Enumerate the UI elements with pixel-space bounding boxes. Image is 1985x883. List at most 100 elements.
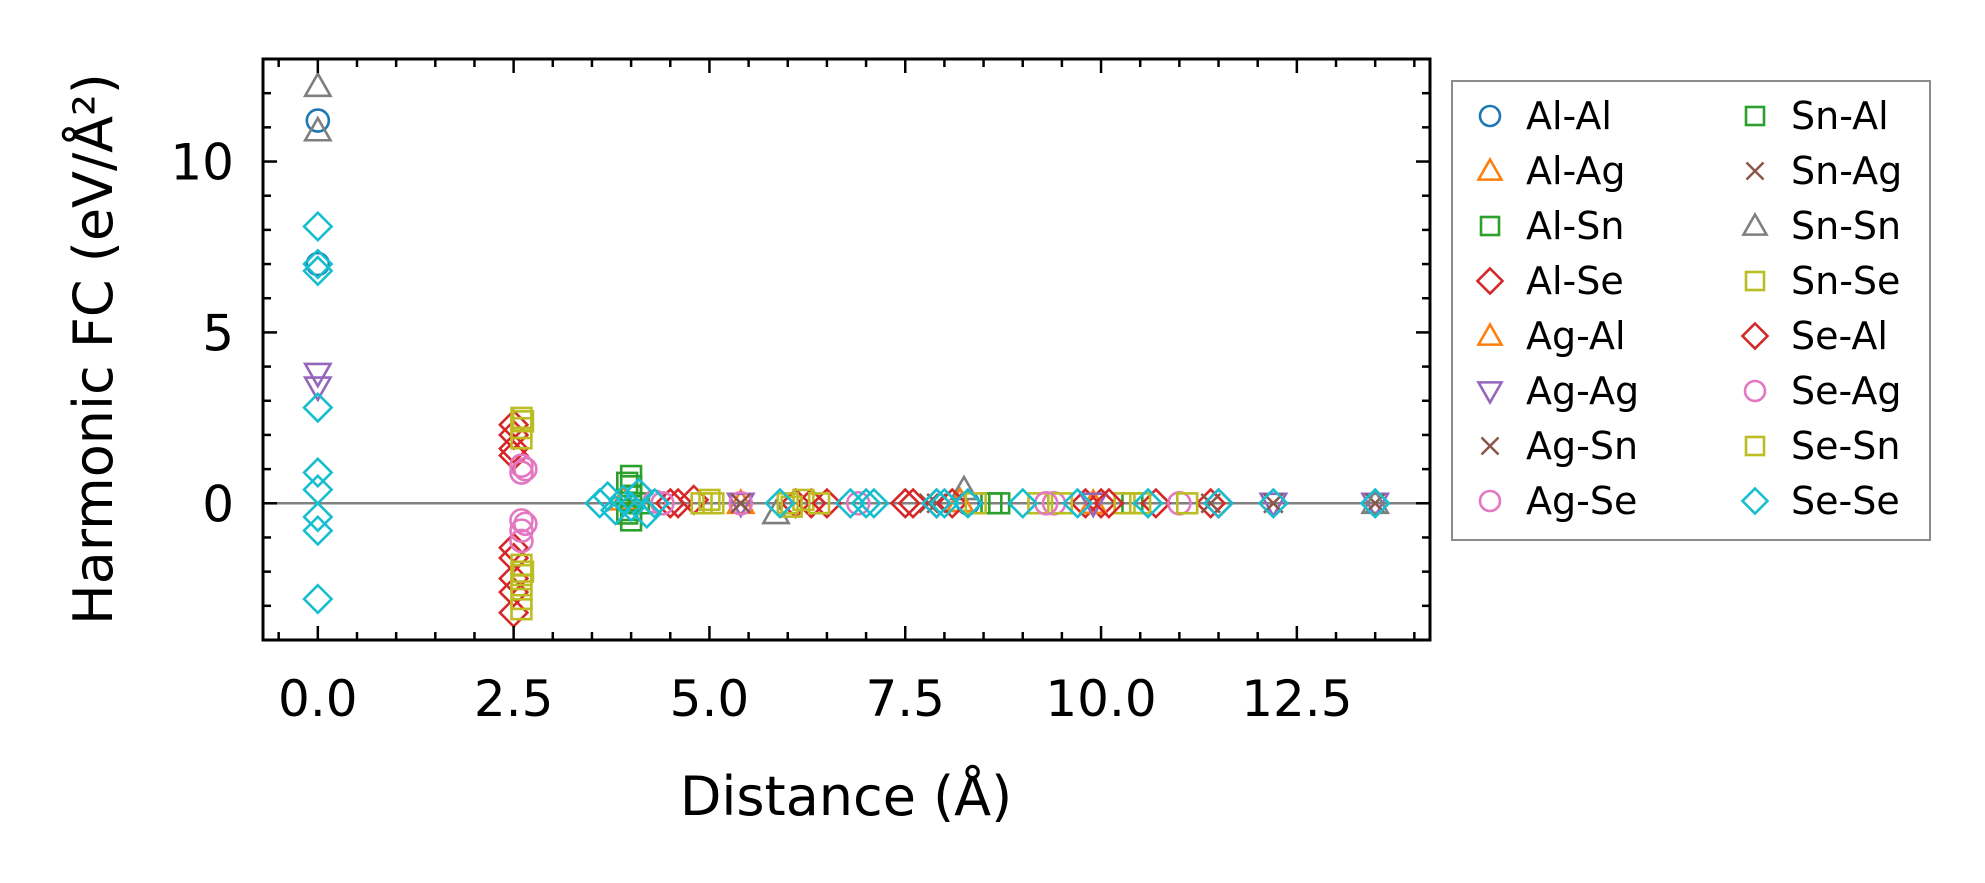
data-point-se-sn — [511, 560, 535, 583]
data-point-al-se — [1085, 487, 1117, 519]
data-point-se-se — [858, 487, 890, 519]
legend-marker — [1744, 105, 1766, 127]
data-point-se-se — [928, 487, 960, 519]
legend-marker — [1479, 215, 1501, 237]
series-ag-ag — [302, 362, 1391, 519]
data-point-ag-se — [509, 508, 534, 533]
data-point-se-al — [897, 487, 929, 519]
data-point-se-se — [302, 583, 334, 615]
legend-label: Sn-Se — [1791, 259, 1900, 303]
legend-item: Sn-Ag — [1745, 149, 1902, 193]
data-point-se-se — [302, 210, 334, 243]
data-point-se-se — [631, 497, 663, 530]
data-point-se-sn — [511, 410, 535, 433]
data-point-se-se — [1007, 487, 1039, 519]
legend-label: Ag-Al — [1526, 314, 1626, 358]
legend-label: Al-Se — [1526, 259, 1624, 303]
data-point-se-sn — [1129, 492, 1152, 515]
legend-label: Se-Al — [1791, 314, 1888, 358]
x-tick-label: 10.0 — [1045, 670, 1156, 728]
x-tick-label: 7.5 — [865, 670, 945, 728]
data-point-al-se — [662, 487, 694, 519]
data-point-al-se — [1069, 487, 1101, 519]
data-point-se-se — [639, 487, 671, 519]
y-tick-label: 0 — [202, 475, 234, 533]
data-point-ag-al — [1078, 488, 1109, 515]
data-point-ag-ag — [1258, 492, 1289, 519]
legend-item: Al-Al — [1478, 94, 1612, 138]
data-point-se-se — [302, 515, 334, 547]
data-point-se-al — [654, 487, 686, 519]
legend-item: Ag-Al — [1476, 314, 1626, 358]
legend-label: Sn-Al — [1791, 94, 1889, 138]
legend-marker — [1743, 379, 1767, 403]
legend-label: Ag-Sn — [1526, 424, 1638, 468]
data-point-se-sn — [780, 495, 803, 518]
legend-marker — [1740, 486, 1770, 516]
data-point-se-ag — [513, 456, 538, 482]
data-point-se-ag — [513, 511, 538, 537]
data-point-sn-ag — [918, 493, 940, 514]
data-point-se-sn — [702, 492, 725, 515]
data-point-se-se — [302, 255, 334, 287]
axes-frame — [261, 57, 1432, 642]
data-point-al-se — [1195, 487, 1227, 519]
series-sn-sn — [302, 71, 1391, 525]
x-tick-label: 2.5 — [474, 670, 554, 728]
x-tick-label: 5.0 — [670, 670, 750, 728]
legend-label: Sn-Sn — [1791, 204, 1901, 248]
legend-marker — [1475, 266, 1505, 296]
legend-item: Sn-Sn — [1741, 204, 1901, 248]
x-tick-label: 0.0 — [278, 670, 358, 728]
legend-item: Al-Ag — [1476, 149, 1626, 193]
data-point-ag-ag — [302, 376, 333, 403]
legend-label: Se-Se — [1791, 479, 1900, 523]
data-point-se-se — [764, 487, 796, 519]
data-point-sn-se — [510, 427, 533, 450]
data-point-ag-ag — [1360, 492, 1391, 519]
y-tick-label: 5 — [202, 304, 234, 362]
data-point-se-se — [920, 487, 953, 519]
data-point-se-se — [302, 501, 334, 533]
legend-marker — [1741, 211, 1769, 236]
data-point-sn-se — [792, 488, 815, 512]
data-point-sn-se — [510, 574, 533, 597]
legend-marker — [1478, 489, 1502, 513]
y-tick-label: 10 — [170, 134, 234, 192]
data-point-ag-se — [509, 460, 534, 485]
data-point-se-se — [834, 487, 867, 519]
data-point-se-se — [1061, 487, 1094, 519]
legend-box — [1451, 80, 1931, 541]
legend-item: Se-Al — [1740, 314, 1888, 358]
data-point-se-se — [1359, 487, 1391, 519]
data-point-sn-sn — [1360, 488, 1391, 515]
legend-item: Ag-Sn — [1480, 424, 1638, 468]
series-se-se — [302, 210, 1391, 615]
data-point-ag-ag — [725, 492, 756, 519]
legend-label: Ag-Ag — [1526, 369, 1639, 413]
data-point-sn-se — [698, 488, 721, 512]
series-sn-se — [510, 406, 1199, 621]
legend-item: Sn-Se — [1744, 259, 1900, 303]
data-point-se-se — [1257, 487, 1289, 519]
legend-marker — [1476, 381, 1504, 406]
legend-label: Ag-Se — [1526, 479, 1637, 523]
data-point-ag-se — [509, 453, 534, 479]
data-point-se-al — [811, 487, 843, 519]
legend-item: Al-Se — [1475, 259, 1624, 303]
legend-item: Ag-Se — [1478, 479, 1637, 523]
data-point-al-se — [889, 487, 921, 519]
data-point-sn-ag — [730, 493, 752, 514]
plot-area — [263, 71, 1430, 629]
legend-marker — [1740, 321, 1770, 351]
series-ag-al — [725, 488, 1109, 515]
data-point-sn-sn — [302, 115, 333, 142]
legend-marker — [1476, 321, 1504, 346]
legend-marker — [1476, 156, 1504, 181]
data-point-sn-sn — [302, 71, 333, 98]
legend-item: Se-Ag — [1743, 369, 1902, 413]
data-point-al-se — [498, 433, 530, 465]
data-point-ag-ag — [302, 362, 333, 389]
data-point-sn-se — [690, 492, 713, 515]
